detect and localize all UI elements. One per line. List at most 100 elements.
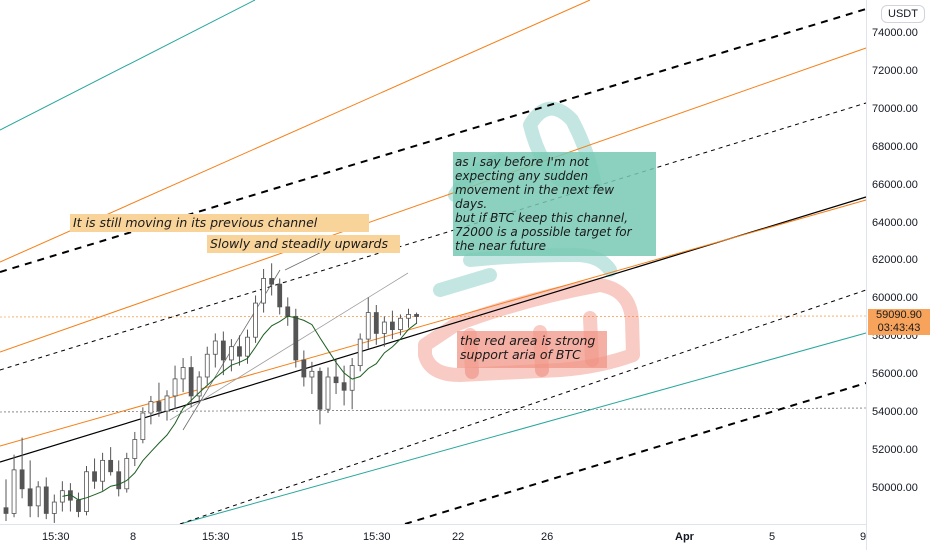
note-upwards[interactable]: Slowly and steadily upwards	[207, 235, 400, 253]
candle	[212, 333, 218, 368]
note-target[interactable]: as I say before I'm not expecting any su…	[453, 152, 656, 256]
x-tick-label: 22	[452, 531, 465, 543]
channel-orange-upper	[0, 47, 867, 353]
candle	[349, 358, 355, 410]
candle	[148, 395, 154, 425]
candle-body	[11, 469, 17, 514]
candle-body	[228, 346, 234, 361]
candle	[19, 437, 25, 499]
candle-body	[148, 401, 154, 414]
drawing-layer	[0, 0, 867, 525]
y-tick-label: 72000.00	[872, 64, 918, 77]
candle-body	[365, 312, 371, 340]
candle	[333, 359, 339, 395]
candle	[124, 452, 130, 493]
candle-body	[293, 315, 299, 361]
price-scale[interactable]	[866, 0, 932, 550]
candle	[196, 371, 202, 404]
candle	[317, 367, 323, 425]
channel-dashed-upper-mid	[0, 102, 867, 371]
candle-body	[261, 278, 267, 304]
candle	[11, 454, 17, 518]
y-tick-label: 64000.00	[872, 216, 918, 229]
candle	[92, 458, 97, 489]
note-support[interactable]: the red area is strong support aria of B…	[457, 331, 607, 368]
support-area-stroke	[418, 278, 640, 382]
candle	[261, 268, 267, 313]
x-tick-label: 8	[130, 531, 137, 543]
candle-body	[406, 314, 411, 319]
candle	[156, 382, 162, 417]
candle-body	[325, 376, 331, 410]
note-channel[interactable]: It is still moving in its previous chann…	[70, 214, 369, 232]
last-price: 59090.90	[876, 309, 922, 321]
candle-body	[196, 376, 202, 397]
candle	[365, 297, 371, 349]
candle-body	[51, 501, 57, 514]
candle	[325, 367, 331, 413]
candle	[237, 335, 242, 366]
candle-body	[333, 376, 339, 384]
y-tick-label: 60000.00	[872, 292, 918, 305]
channel-dashed-bottom	[404, 382, 867, 525]
candle-body	[188, 367, 194, 397]
candle	[406, 308, 411, 328]
candle-body	[309, 370, 315, 378]
candle-body	[35, 486, 41, 507]
candle-body	[108, 459, 114, 473]
support-dotted-horizontal	[0, 407, 867, 413]
candle	[140, 407, 146, 444]
candle-body	[180, 367, 186, 380]
candle-body	[414, 314, 419, 317]
candle	[204, 346, 210, 385]
channel-teal-bottom	[179, 332, 867, 525]
currency-badge[interactable]: USDT	[881, 5, 925, 23]
candle	[373, 304, 379, 345]
y-tick-label: 68000.00	[872, 140, 918, 153]
candle	[357, 333, 363, 372]
y-tick-label: 62000.00	[872, 254, 918, 267]
candle-body	[100, 459, 105, 482]
candle-body	[27, 488, 33, 507]
candle	[277, 278, 283, 315]
candle-body	[156, 401, 162, 412]
candle-body	[317, 370, 323, 410]
candle-body	[140, 412, 146, 440]
candle	[108, 447, 114, 476]
candle	[164, 390, 170, 421]
candle	[76, 492, 81, 518]
y-tick-label: 50000.00	[872, 481, 918, 494]
candle	[381, 316, 387, 347]
candle-body	[212, 340, 218, 355]
candle	[389, 310, 395, 340]
candle	[132, 431, 138, 467]
y-tick-label: 70000.00	[872, 102, 918, 115]
candle	[309, 361, 315, 395]
channel-dashed-top	[0, 8, 867, 273]
candle-body	[220, 340, 226, 361]
candle	[68, 483, 73, 512]
candle-body	[92, 471, 97, 482]
x-tick-label: 15:30	[363, 531, 391, 543]
candle	[301, 350, 307, 387]
candle-body	[341, 382, 347, 391]
x-tick-label: 15:30	[42, 531, 70, 543]
candle-body	[373, 312, 379, 334]
candle	[27, 460, 33, 518]
candle-body	[245, 336, 250, 357]
candle	[3, 479, 9, 522]
time-axis[interactable]	[0, 524, 866, 551]
candle	[100, 452, 105, 491]
y-tick-label: 66000.00	[872, 178, 918, 191]
x-tick-label: 5	[769, 531, 776, 543]
candle	[84, 466, 89, 516]
candle-body	[357, 338, 363, 367]
last-price-badge: 59090.90 03:43:43	[868, 309, 930, 335]
candle-body	[132, 439, 138, 459]
rocket-drawing-stroke	[433, 268, 497, 297]
candle-body	[381, 321, 387, 334]
x-tick-label: 15:30	[202, 531, 230, 543]
regression-line	[169, 272, 409, 421]
